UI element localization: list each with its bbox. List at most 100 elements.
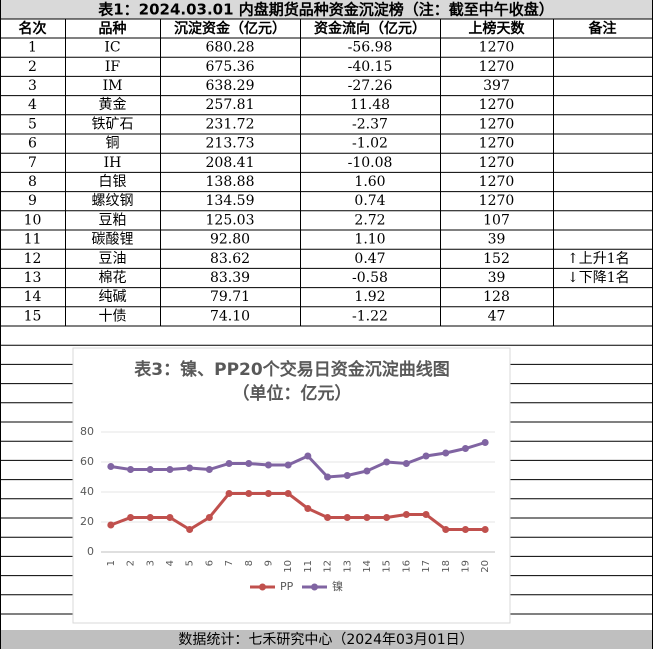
- x-tick-label: 6: [204, 560, 215, 566]
- cell-note: ↑上升1名: [567, 251, 630, 267]
- cell-days: 1270: [479, 136, 515, 152]
- cell-name: 十债: [99, 308, 127, 324]
- point: [402, 460, 410, 467]
- cell-name: IF: [105, 59, 121, 75]
- cell-flow: -56.98: [348, 40, 393, 56]
- cell-days: 1270: [479, 116, 515, 132]
- point: [245, 460, 253, 467]
- point: [304, 505, 312, 512]
- point: [442, 449, 450, 457]
- cell-capital: 231.72: [206, 116, 255, 132]
- legend-marker: [311, 583, 318, 591]
- cell-rank: 2: [28, 59, 37, 75]
- column-header: 沉淀资金（亿元）: [174, 20, 286, 37]
- cell-days: 1270: [479, 174, 515, 190]
- point: [146, 466, 154, 473]
- point: [343, 514, 351, 521]
- x-tick-label: 16: [401, 560, 412, 573]
- cell-rank: 6: [28, 136, 37, 152]
- point: [383, 514, 391, 521]
- point: [264, 490, 272, 497]
- cell-name: 螺纹钢: [92, 193, 134, 209]
- cell-rank: 7: [28, 155, 37, 171]
- cell-name: 棉花: [99, 269, 127, 286]
- point: [481, 526, 489, 533]
- point: [442, 526, 450, 533]
- x-tick-label: 10: [283, 560, 294, 573]
- point: [205, 514, 213, 521]
- legend-marker: [259, 583, 266, 591]
- point: [461, 526, 469, 533]
- cell-capital: 83.62: [210, 251, 250, 267]
- title-band: [0, 0, 653, 19]
- footer-band: [0, 630, 653, 649]
- x-tick-label: 8: [244, 560, 255, 566]
- cell-days: 39: [488, 270, 506, 286]
- x-tick-label: 1: [106, 560, 117, 566]
- point: [225, 490, 233, 497]
- cell-rank: 11: [24, 232, 42, 248]
- x-tick-label: 14: [362, 560, 373, 573]
- cell-capital: 680.28: [206, 40, 255, 56]
- cell-name: 豆粕: [99, 212, 127, 228]
- cell-flow: -2.37: [352, 116, 388, 132]
- cell-days: 39: [488, 232, 506, 248]
- cell-days: 1270: [479, 40, 515, 56]
- cell-rank: 9: [28, 193, 37, 209]
- cell-capital: 74.10: [210, 308, 250, 324]
- cell-rank: 15: [24, 308, 42, 324]
- cell-capital: 125.03: [206, 212, 255, 228]
- cell-capital: 134.59: [206, 193, 255, 209]
- point: [383, 458, 391, 466]
- cell-name: IM: [103, 78, 123, 94]
- cell-name: 铜: [106, 136, 120, 152]
- y-tick-label: 0: [87, 545, 94, 558]
- y-tick-label: 20: [80, 515, 94, 528]
- cell-name: 碳酸锂: [92, 232, 134, 248]
- cell-flow: 1.92: [354, 289, 385, 305]
- cell-rank: 10: [24, 212, 42, 228]
- cell-days: 1270: [479, 193, 515, 209]
- cell-capital: 213.73: [206, 136, 255, 152]
- point: [127, 466, 135, 473]
- cell-rank: 1: [28, 40, 37, 56]
- column-header: 上榜天数: [469, 20, 526, 37]
- sheet-title: 表1：2024.03.01 内盘期货品种资金沉淀榜（注：截至中午收盘）: [98, 1, 554, 19]
- y-tick-label: 40: [80, 485, 94, 498]
- column-header: 名次: [19, 20, 47, 37]
- cell-rank: 5: [28, 116, 37, 132]
- point: [205, 466, 213, 473]
- cell-capital: 92.80: [210, 232, 250, 248]
- point: [343, 472, 351, 479]
- point: [186, 464, 194, 472]
- x-tick-label: 4: [165, 560, 176, 566]
- cell-days: 1270: [479, 155, 515, 171]
- x-tick-label: 19: [460, 560, 471, 573]
- cell-name: IH: [104, 155, 122, 171]
- cell-capital: 138.88: [206, 174, 255, 190]
- cell-flow: 0.74: [354, 193, 385, 209]
- cell-capital: 83.39: [210, 270, 250, 286]
- cell-flow: -1.02: [352, 136, 388, 152]
- point: [284, 490, 292, 497]
- cell-capital: 208.41: [206, 155, 255, 171]
- cell-name: 铁矿石: [92, 116, 134, 132]
- cell-days: 128: [483, 289, 510, 305]
- cell-name: 黄金: [99, 96, 127, 113]
- cell-flow: -1.22: [352, 308, 388, 324]
- point: [166, 514, 174, 521]
- cell-name: 豆油: [99, 251, 127, 267]
- point: [284, 461, 292, 469]
- cell-days: 1270: [479, 97, 515, 113]
- point: [264, 461, 272, 469]
- column-header: 资金流向（亿元）: [314, 20, 426, 37]
- cell-flow: -0.58: [352, 270, 388, 286]
- cell-rank: 4: [28, 97, 37, 113]
- cell-rank: 8: [28, 174, 37, 190]
- point: [225, 460, 233, 467]
- legend-label: PP: [280, 580, 294, 593]
- point: [324, 514, 332, 521]
